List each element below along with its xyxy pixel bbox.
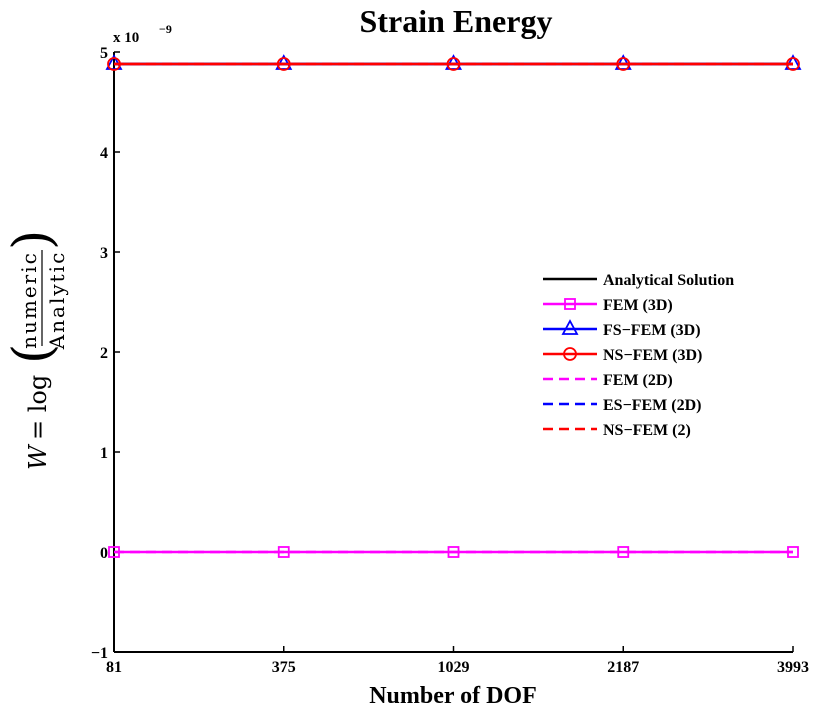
y-tick-label: 3 [100, 245, 108, 262]
y-label-numerator: numeric [17, 251, 41, 349]
data-point-triangle [444, 54, 463, 70]
series-lines [105, 54, 802, 558]
x-tick-label: 81 [106, 659, 122, 676]
y-tick-label: 2 [100, 345, 108, 362]
y-tick-label: −1 [91, 645, 108, 662]
data-point-triangle [614, 54, 632, 70]
x-tick-label: 3993 [777, 659, 809, 676]
legend-item: FS−FEM (3D) [543, 319, 701, 339]
y-axis-label: W = log ( numeric Analytic ) [3, 230, 69, 470]
legend-label: NS−FEM (3D) [603, 347, 702, 364]
x-axis-label: Number of DOF [369, 683, 537, 709]
legend-label: ES−FEM (2D) [603, 397, 701, 414]
y-multiplier-base: x 10 [113, 30, 139, 46]
legend-item: NS−FEM (3D) [543, 347, 702, 364]
data-point-triangle [275, 54, 293, 70]
y-tick-label: 0 [100, 545, 108, 562]
y-axis-multiplier: x 10 −9 [113, 22, 172, 46]
x-tick-label: 1029 [438, 659, 470, 676]
y-label-denominator: Analytic [45, 251, 69, 351]
axes: −1 0 1 2 3 4 5 81 375 1029 2187 3993 [91, 45, 809, 676]
data-point-triangle [784, 54, 802, 70]
legend-item: Analytical Solution [543, 272, 734, 289]
x-tick-label: 2187 [607, 659, 639, 676]
y-multiplier-exponent: −9 [159, 22, 172, 36]
legend-item: ES−FEM (2D) [543, 397, 701, 414]
legend-label: Analytical Solution [603, 272, 734, 289]
y-label-eq: = log [24, 375, 52, 440]
data-point-triangle [105, 54, 123, 70]
y-label-open-paren: ( [3, 344, 63, 364]
y-tick-label: 1 [100, 445, 108, 462]
x-tick-label: 375 [272, 659, 296, 676]
legend-label: NS−FEM (2) [603, 422, 691, 439]
legend-label: FEM (2D) [603, 372, 673, 389]
legend-marker-circle [563, 347, 577, 361]
y-label-lhs: W [24, 443, 52, 470]
chart-title: Strain Energy [360, 3, 553, 39]
legend-marker-triangle [561, 319, 579, 335]
legend-item: FEM (3D) [543, 297, 673, 314]
y-tick-label: 5 [100, 45, 108, 62]
legend: Analytical Solution FEM (3D) FS−FEM (3D) NS… [543, 272, 734, 439]
y-tick-label: 4 [100, 145, 108, 162]
legend-label: FEM (3D) [603, 297, 673, 314]
legend-label: FS−FEM (3D) [603, 322, 701, 339]
legend-marker-square [564, 298, 576, 310]
legend-item: NS−FEM (2) [543, 422, 691, 439]
legend-item: FEM (2D) [543, 372, 673, 389]
y-label-close-paren: ) [3, 230, 63, 250]
